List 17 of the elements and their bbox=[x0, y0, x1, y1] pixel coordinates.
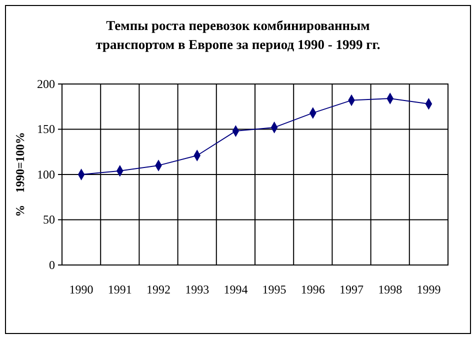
x-tick-label: 1995 bbox=[262, 282, 286, 297]
x-tick-label: 1999 bbox=[416, 282, 441, 297]
x-tick-label: 1993 bbox=[185, 282, 210, 297]
y-tick-label: 150 bbox=[37, 122, 55, 136]
chart-title: Темпы роста перевозок комбинированным транспортом в Европе за период 1990 - 1999 гг. bbox=[96, 18, 380, 52]
x-tick-label: 1991 bbox=[108, 282, 132, 297]
x-tick-label: 1997 bbox=[340, 282, 364, 297]
x-tick-label: 1994 bbox=[224, 282, 248, 297]
y-tick-label: 200 bbox=[37, 76, 55, 91]
x-tick-label: 1990 bbox=[69, 282, 94, 297]
x-tick-label: 1996 bbox=[300, 282, 325, 297]
x-tick-label: 1992 bbox=[146, 282, 170, 297]
y-tick-label: 50 bbox=[43, 212, 55, 227]
x-tick-label: 1998 bbox=[378, 282, 402, 297]
y-tick-label: 0 bbox=[49, 258, 55, 272]
y-tick-label: 100 bbox=[37, 167, 55, 182]
y-axis-title: % 1990=100% bbox=[13, 132, 27, 217]
